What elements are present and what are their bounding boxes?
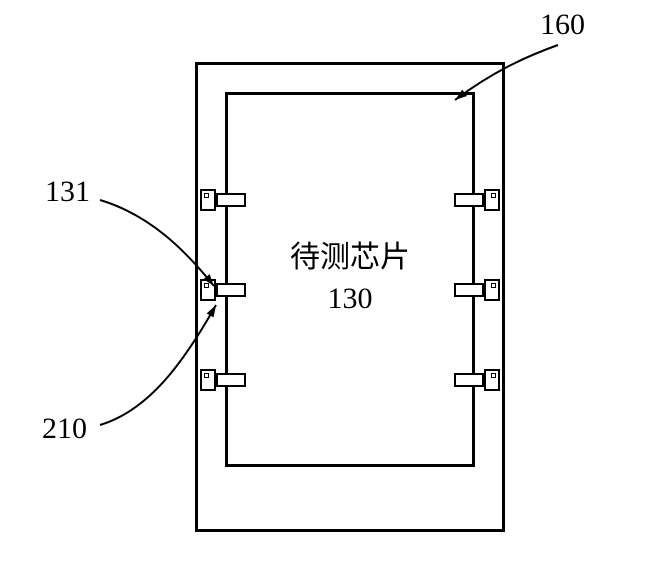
- arrow-160: [455, 45, 558, 100]
- diagram-stage: 待测芯片 130 160 131 210: [0, 0, 655, 564]
- leader-arrows: [0, 0, 655, 564]
- arrow-210: [100, 305, 216, 425]
- arrow-131: [100, 200, 214, 286]
